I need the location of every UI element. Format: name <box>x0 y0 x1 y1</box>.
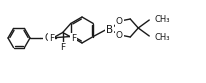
Text: O: O <box>115 17 122 25</box>
Text: CH₃: CH₃ <box>153 33 169 42</box>
Text: O: O <box>115 30 122 40</box>
Text: F: F <box>60 43 65 52</box>
Text: F: F <box>49 34 54 43</box>
Text: CH₃: CH₃ <box>153 15 169 23</box>
Text: B: B <box>105 25 112 35</box>
Text: F: F <box>71 34 76 43</box>
Text: O: O <box>44 33 52 43</box>
